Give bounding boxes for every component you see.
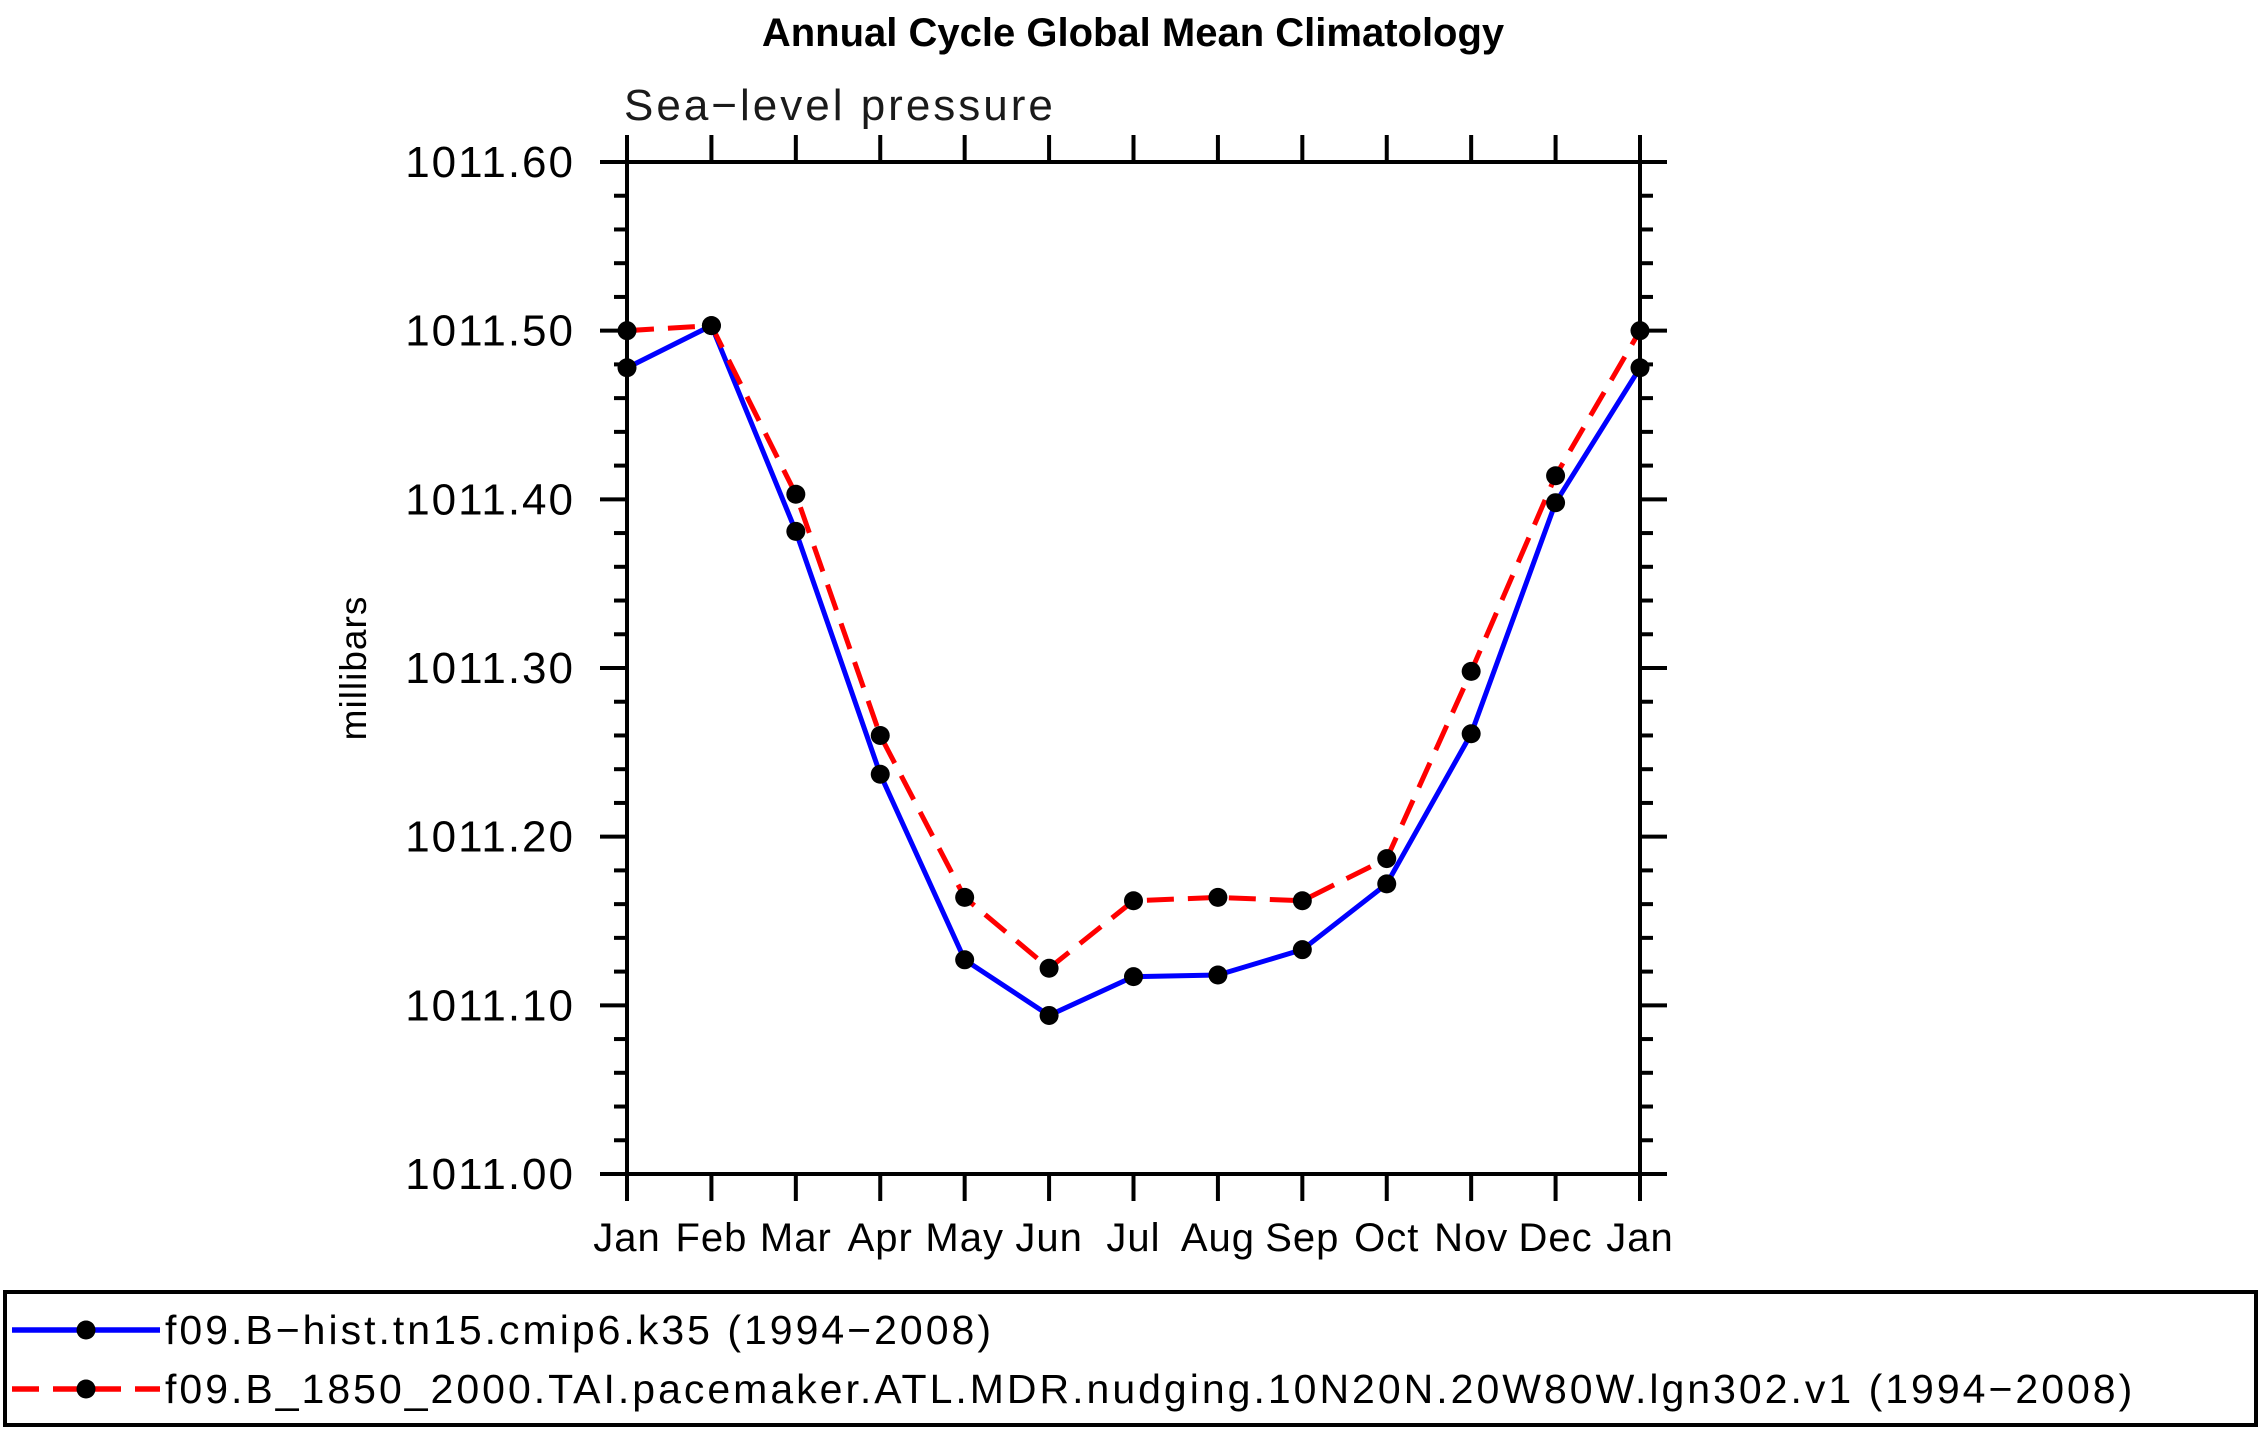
data-point: [1039, 958, 1059, 978]
data-point: [1377, 849, 1397, 869]
x-tick-label: Sep: [1265, 1216, 1339, 1260]
y-tick-label: 1011.30: [405, 644, 575, 693]
data-point: [1461, 661, 1481, 681]
y-tick-label: 1011.10: [405, 981, 575, 1030]
legend-box: [3, 1290, 2258, 1427]
y-tick-label: 1011.20: [405, 813, 575, 862]
data-point: [1630, 321, 1650, 341]
data-point: [1377, 874, 1397, 894]
data-point: [1292, 940, 1312, 960]
data-point: [1546, 466, 1566, 486]
y-tick-label: 1011.60: [405, 138, 575, 187]
data-point: [1461, 724, 1481, 744]
y-tick-label: 1011.00: [405, 1150, 575, 1199]
data-point: [1630, 358, 1650, 378]
data-point: [786, 521, 806, 541]
legend: f09.B−hist.tn15.cmip6.k35 (1994−2008) f09…: [3, 1290, 2258, 1427]
data-point: [870, 764, 890, 784]
chart-subtitle: Sea−level pressure: [624, 81, 1056, 130]
x-tick-label: Dec: [1519, 1216, 1593, 1260]
x-tick-label: Apr: [848, 1216, 913, 1260]
y-axis-label: millibars: [333, 596, 374, 741]
data-point: [955, 887, 975, 907]
y-tick-label: 1011.40: [405, 475, 575, 524]
series-line-1: [626, 323, 1643, 972]
x-tick-label: Jun: [1015, 1216, 1083, 1260]
series: [617, 316, 1650, 1025]
data-point: [786, 484, 806, 504]
data-point: [1124, 967, 1143, 987]
data-point: [1124, 891, 1143, 911]
data-point: [1208, 965, 1228, 985]
x-tick-label: Mar: [760, 1216, 832, 1260]
chart-title: Annual Cycle Global Mean Climatology: [762, 11, 1505, 55]
data-point: [1292, 891, 1312, 911]
x-tick-label: Feb: [675, 1216, 747, 1260]
data-point: [1546, 493, 1566, 513]
legend-label: f09.B−hist.tn15.cmip6.k35 (1994−2008): [165, 1307, 994, 1353]
data-point: [870, 725, 890, 745]
data-point: [617, 321, 637, 341]
legend-marker: [76, 1320, 96, 1340]
legend-marker: [76, 1379, 96, 1399]
data-point: [617, 358, 637, 378]
series-line-0: [625, 322, 1643, 1019]
data-point: [1039, 1005, 1059, 1025]
data-point: [701, 316, 721, 336]
y-tick-label: 1011.50: [405, 307, 575, 356]
x-tick-label: May: [925, 1216, 1004, 1260]
x-tick-label: Jul: [1106, 1216, 1160, 1260]
x-tick-label: Jan: [1606, 1216, 1674, 1260]
data-point: [955, 950, 975, 970]
data-point: [1208, 887, 1228, 907]
axes: Jan Feb Mar Apr May Jun Jul Aug Sep Oct Nov Dec Jan 1…: [405, 135, 1674, 1260]
legend-label: f09.B_1850_2000.TAI.pacemaker.ATL.MDR.nu…: [165, 1366, 2135, 1412]
x-tick-label: Oct: [1354, 1216, 1419, 1260]
x-tick-label: Aug: [1181, 1216, 1255, 1260]
x-tick-label: Nov: [1434, 1216, 1508, 1260]
x-tick-label: Jan: [593, 1216, 661, 1260]
